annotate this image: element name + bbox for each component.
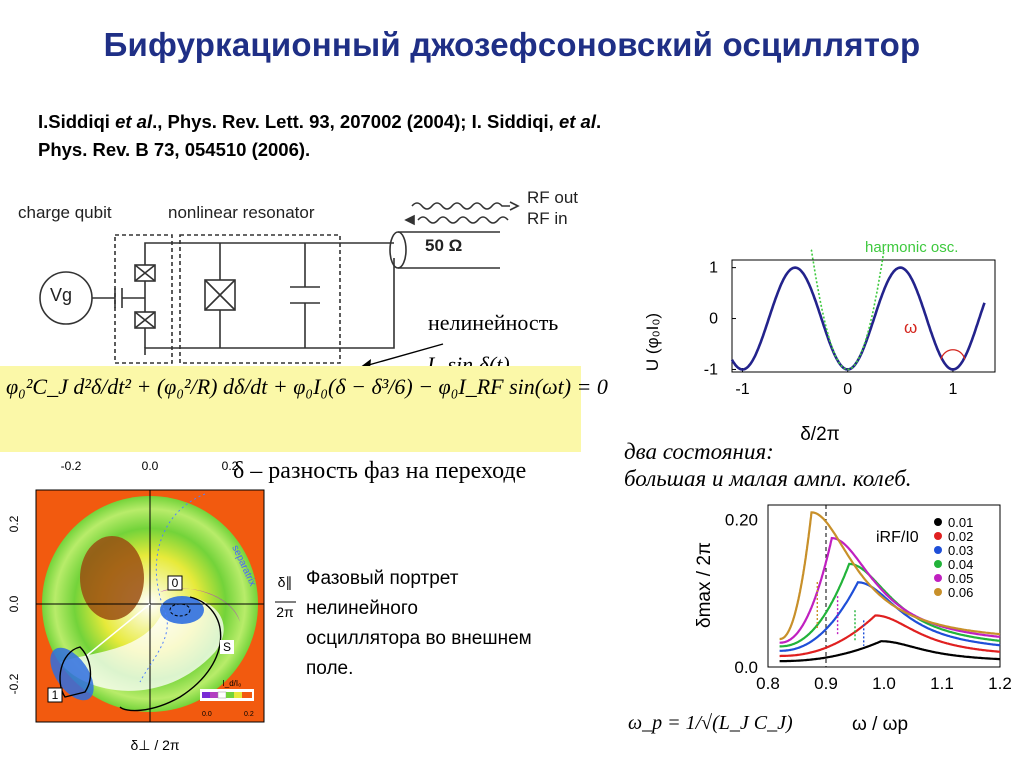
chart1-series-potential bbox=[730, 266, 986, 371]
chart1-oscillation-arrow bbox=[940, 349, 966, 360]
state-s-label: S bbox=[223, 640, 231, 654]
impedance-label: 50 Ω bbox=[425, 236, 463, 255]
chart2-legend-label: 0.06 bbox=[948, 585, 973, 600]
amplitude-chart: δmax / 2π ω / ωp iRF/I0 0.8 0.9 1.0 1.1 1.2 0… bbox=[694, 504, 1012, 735]
chart1-frame bbox=[731, 259, 996, 373]
chart2-legend-label: 0.03 bbox=[948, 543, 973, 558]
chart1-y-tick: 0 bbox=[709, 311, 718, 328]
chart2-legend-label: 0.02 bbox=[948, 529, 973, 544]
chart1-x-tick: 1 bbox=[948, 381, 957, 398]
chart2-legend-marker bbox=[934, 560, 942, 568]
charge-qubit-label: charge qubit bbox=[18, 203, 112, 222]
state-0-label: 0 bbox=[172, 576, 179, 590]
top-wire bbox=[144, 242, 394, 255]
chart2-x-tick: 0.8 bbox=[756, 674, 780, 693]
chart2-x-tick: 1.0 bbox=[872, 674, 896, 693]
phase-portrait: 0 S 1 separatrix I_d/I₀ 0.0 0.2 -0.2 0.0… bbox=[7, 459, 296, 753]
chart2-legend-marker bbox=[934, 518, 942, 526]
reference-part: . bbox=[595, 111, 602, 132]
chart2-x-tick: 0.9 bbox=[814, 674, 838, 693]
blue-spot-left bbox=[50, 647, 94, 701]
reference: I.Siddiqi et al., Phys. Rev. Lett. 93, 2… bbox=[38, 108, 868, 164]
chart1-y-tick: -1 bbox=[704, 361, 718, 378]
resonator-label: nonlinear resonator bbox=[168, 203, 315, 222]
delta-definition: δ – разность фаз на переходе bbox=[233, 458, 527, 484]
state-1-box bbox=[47, 687, 63, 703]
x-tick-label: 0.2 bbox=[222, 459, 239, 473]
dark-lobe bbox=[80, 536, 144, 620]
y-axis-label-bottom: 2π bbox=[276, 604, 294, 620]
x-tick-label: 0.0 bbox=[142, 459, 159, 473]
reference-part: I.Siddiqi bbox=[38, 111, 116, 132]
potential-chart: U (φ₀I₀) δ/2π harmonic osc. ω -1 0 1 1 0 -1 bbox=[643, 239, 996, 445]
y-axis-label-top: δ∥ bbox=[278, 574, 293, 590]
chart2-series-0.03 bbox=[779, 581, 1001, 652]
reference-etal: et al bbox=[115, 111, 153, 132]
rf-in-label: RF in bbox=[527, 209, 568, 228]
colorbar-min: 0.0 bbox=[202, 711, 212, 718]
chart2-x-tick: 1.1 bbox=[930, 674, 954, 693]
chart1-legend-harmonic: harmonic osc. bbox=[865, 239, 958, 256]
chart1-xlabel: δ/2π bbox=[800, 424, 840, 445]
chart1-x-tick: 0 bbox=[843, 381, 852, 398]
state-s-box bbox=[220, 640, 234, 654]
reference-line2: Phys. Rev. B 73, 054510 (2006). bbox=[38, 139, 311, 160]
rf-out-label: RF out bbox=[527, 188, 579, 207]
y-tick-label: 0.2 bbox=[7, 515, 21, 532]
resonator-box bbox=[179, 234, 341, 364]
chart2-legend-label: 0.04 bbox=[948, 557, 973, 572]
omega-p-formula: ω_p = 1/√(L_J C_J) bbox=[628, 712, 793, 734]
chart1-y-tick: 1 bbox=[709, 260, 718, 277]
state-1-label: 1 bbox=[52, 688, 59, 702]
reference-part: ., Phys. Rev. Lett. 93, 207002 (2004); I… bbox=[152, 111, 559, 132]
chart1-x-tick: -1 bbox=[735, 381, 749, 398]
chart2-legend-label: 0.05 bbox=[948, 571, 973, 586]
chart2-legend-title: iRF/I0 bbox=[876, 529, 919, 546]
equation-highlight bbox=[0, 366, 581, 452]
y-tick-label: 0.0 bbox=[7, 595, 21, 612]
chart2-x-tick: 1.2 bbox=[988, 674, 1012, 693]
bottom-wire bbox=[144, 258, 395, 355]
chart1-annotation-omega: ω bbox=[904, 318, 917, 337]
chart2-legend-marker bbox=[934, 532, 942, 540]
colorbar-label: I_d/I₀ bbox=[223, 679, 242, 688]
y-tick-label: -0.2 bbox=[7, 673, 21, 694]
reference-etal: et al bbox=[558, 111, 596, 132]
chart2-legend-marker bbox=[934, 546, 942, 554]
state-0-box bbox=[167, 575, 183, 591]
x-axis-label: δ⊥ / 2π bbox=[130, 737, 179, 753]
gate-voltage-label: Vg bbox=[50, 285, 73, 305]
two-states-line2: большая и малая ампл. колеб. bbox=[624, 466, 912, 491]
two-states-line1: два состояния: bbox=[624, 439, 774, 464]
chart2-y-tick: 0.20 bbox=[725, 511, 758, 530]
chart2-legend-marker bbox=[934, 588, 942, 596]
chart2-legend-label: 0.01 bbox=[948, 515, 973, 530]
equation: φ₀²C_J d²δ/dt² + (φ₀²/R) dδ/dt + φ₀I₀(δ … bbox=[6, 374, 608, 399]
chart2-y-tick: 0.0 bbox=[734, 658, 758, 677]
slide-title: Бифуркационный джозефсоновский осциллято… bbox=[103, 26, 921, 63]
chart2-series-0.05 bbox=[779, 536, 1001, 644]
blue-spot bbox=[160, 596, 204, 624]
chart2-frame bbox=[767, 504, 1001, 668]
chart2-series-0.04 bbox=[779, 562, 1001, 648]
chart2-series-0.01 bbox=[779, 640, 1000, 663]
nonlinearity-label: нелинейность bbox=[428, 310, 559, 335]
circuit-diagram bbox=[39, 201, 520, 364]
colorbar-max: 0.2 bbox=[244, 711, 254, 718]
chart2-series-0.06 bbox=[779, 511, 1001, 641]
chart2-ylabel: δmax / 2π bbox=[694, 542, 715, 628]
chart2-series-0.02 bbox=[779, 614, 1001, 658]
portrait-frame bbox=[35, 489, 265, 723]
chart2-legend-marker bbox=[934, 574, 942, 582]
phase-caption: Фазовый портрет нелинейного осциллятора … bbox=[306, 568, 532, 679]
chart1-ylabel: U (φ₀I₀) bbox=[643, 313, 662, 371]
x-tick-label: -0.2 bbox=[61, 459, 82, 473]
chart1-series-harmonic bbox=[810, 249, 885, 371]
chart2-xlabel: ω / ωp bbox=[852, 714, 908, 735]
qubit-box bbox=[114, 234, 173, 364]
